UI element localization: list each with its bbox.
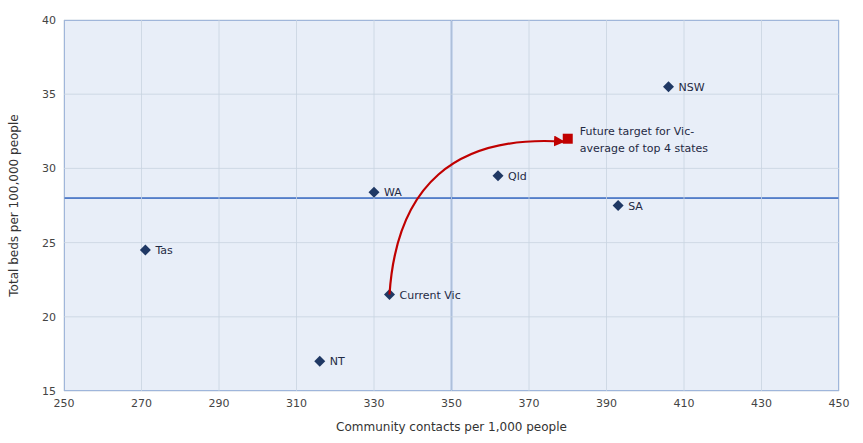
grid-line-y bbox=[64, 20, 839, 21]
x-tick-label: 410 bbox=[674, 397, 695, 410]
point bbox=[369, 187, 380, 198]
chart: 250 270 290 310 330 350 370 390 410 430 450 15 20 25 3… bbox=[0, 0, 863, 443]
grid-line-x bbox=[761, 20, 762, 391]
grid-line-x bbox=[219, 20, 220, 391]
grid-line-x bbox=[451, 20, 452, 391]
grid-line-y bbox=[64, 168, 839, 169]
point bbox=[140, 245, 151, 256]
quadrant bbox=[64, 198, 452, 391]
grid-line-x bbox=[684, 20, 685, 391]
grid-line-x bbox=[64, 20, 65, 391]
point bbox=[663, 81, 674, 92]
grid-line-x bbox=[606, 20, 607, 391]
y-tick-label: 40 bbox=[42, 14, 56, 27]
y-tick-label: 35 bbox=[42, 88, 56, 101]
x-axis-label: Community contacts per 1,000 people bbox=[336, 420, 567, 434]
point-label: average of top 4 states bbox=[580, 142, 709, 155]
y-tick-label: 20 bbox=[42, 311, 56, 324]
x-tick-label: 250 bbox=[54, 397, 75, 410]
x-tick-label: 270 bbox=[131, 397, 152, 410]
grid-line-x bbox=[374, 20, 375, 391]
point-label: Future target for Vic- bbox=[580, 125, 694, 138]
y-axis-label: Total beds per 100,000 people bbox=[7, 114, 21, 297]
point-labels: NSW WA Qld SA Tas NT Current Vic Future target … bbox=[154, 81, 708, 369]
grid-line-y bbox=[64, 391, 839, 392]
x-tick-label: 350 bbox=[441, 397, 462, 410]
quadrant bbox=[452, 20, 840, 198]
point-label: NT bbox=[330, 355, 345, 368]
quadrant bbox=[452, 198, 840, 391]
point bbox=[563, 134, 573, 144]
quadrants bbox=[64, 20, 839, 391]
quadrant bbox=[64, 20, 452, 198]
x-tick-label: 370 bbox=[519, 397, 540, 410]
x-tick-label: 330 bbox=[364, 397, 385, 410]
grid-line-y bbox=[64, 316, 839, 317]
x-tick-label: 430 bbox=[751, 397, 772, 410]
point-label: SA bbox=[628, 200, 643, 213]
y-tick-label: 30 bbox=[42, 162, 56, 175]
grid bbox=[64, 20, 839, 391]
ticks: 250 270 290 310 330 350 370 390 410 430 450 15 20 25 3… bbox=[42, 14, 850, 410]
grid-line-x bbox=[839, 20, 840, 391]
x-tick-label: 390 bbox=[596, 397, 617, 410]
grid-line-x bbox=[296, 20, 297, 391]
x-tick-label: 450 bbox=[829, 397, 850, 410]
point-label: Current Vic bbox=[400, 289, 461, 302]
grid-line-y bbox=[64, 242, 839, 243]
y-tick-label: 15 bbox=[42, 385, 56, 398]
arrow bbox=[390, 141, 564, 295]
point bbox=[613, 200, 624, 211]
point-label: WA bbox=[384, 186, 402, 199]
point bbox=[314, 356, 325, 367]
point-label: NSW bbox=[679, 81, 705, 94]
y-tick-label: 25 bbox=[42, 237, 56, 250]
point-label: Qld bbox=[508, 170, 527, 183]
grid-line-x bbox=[529, 20, 530, 391]
x-tick-label: 290 bbox=[209, 397, 230, 410]
grid-line-y bbox=[64, 94, 839, 95]
point bbox=[493, 170, 504, 181]
grid-line-x bbox=[141, 20, 142, 391]
x-tick-label: 310 bbox=[286, 397, 307, 410]
point-label: Tas bbox=[154, 244, 173, 257]
